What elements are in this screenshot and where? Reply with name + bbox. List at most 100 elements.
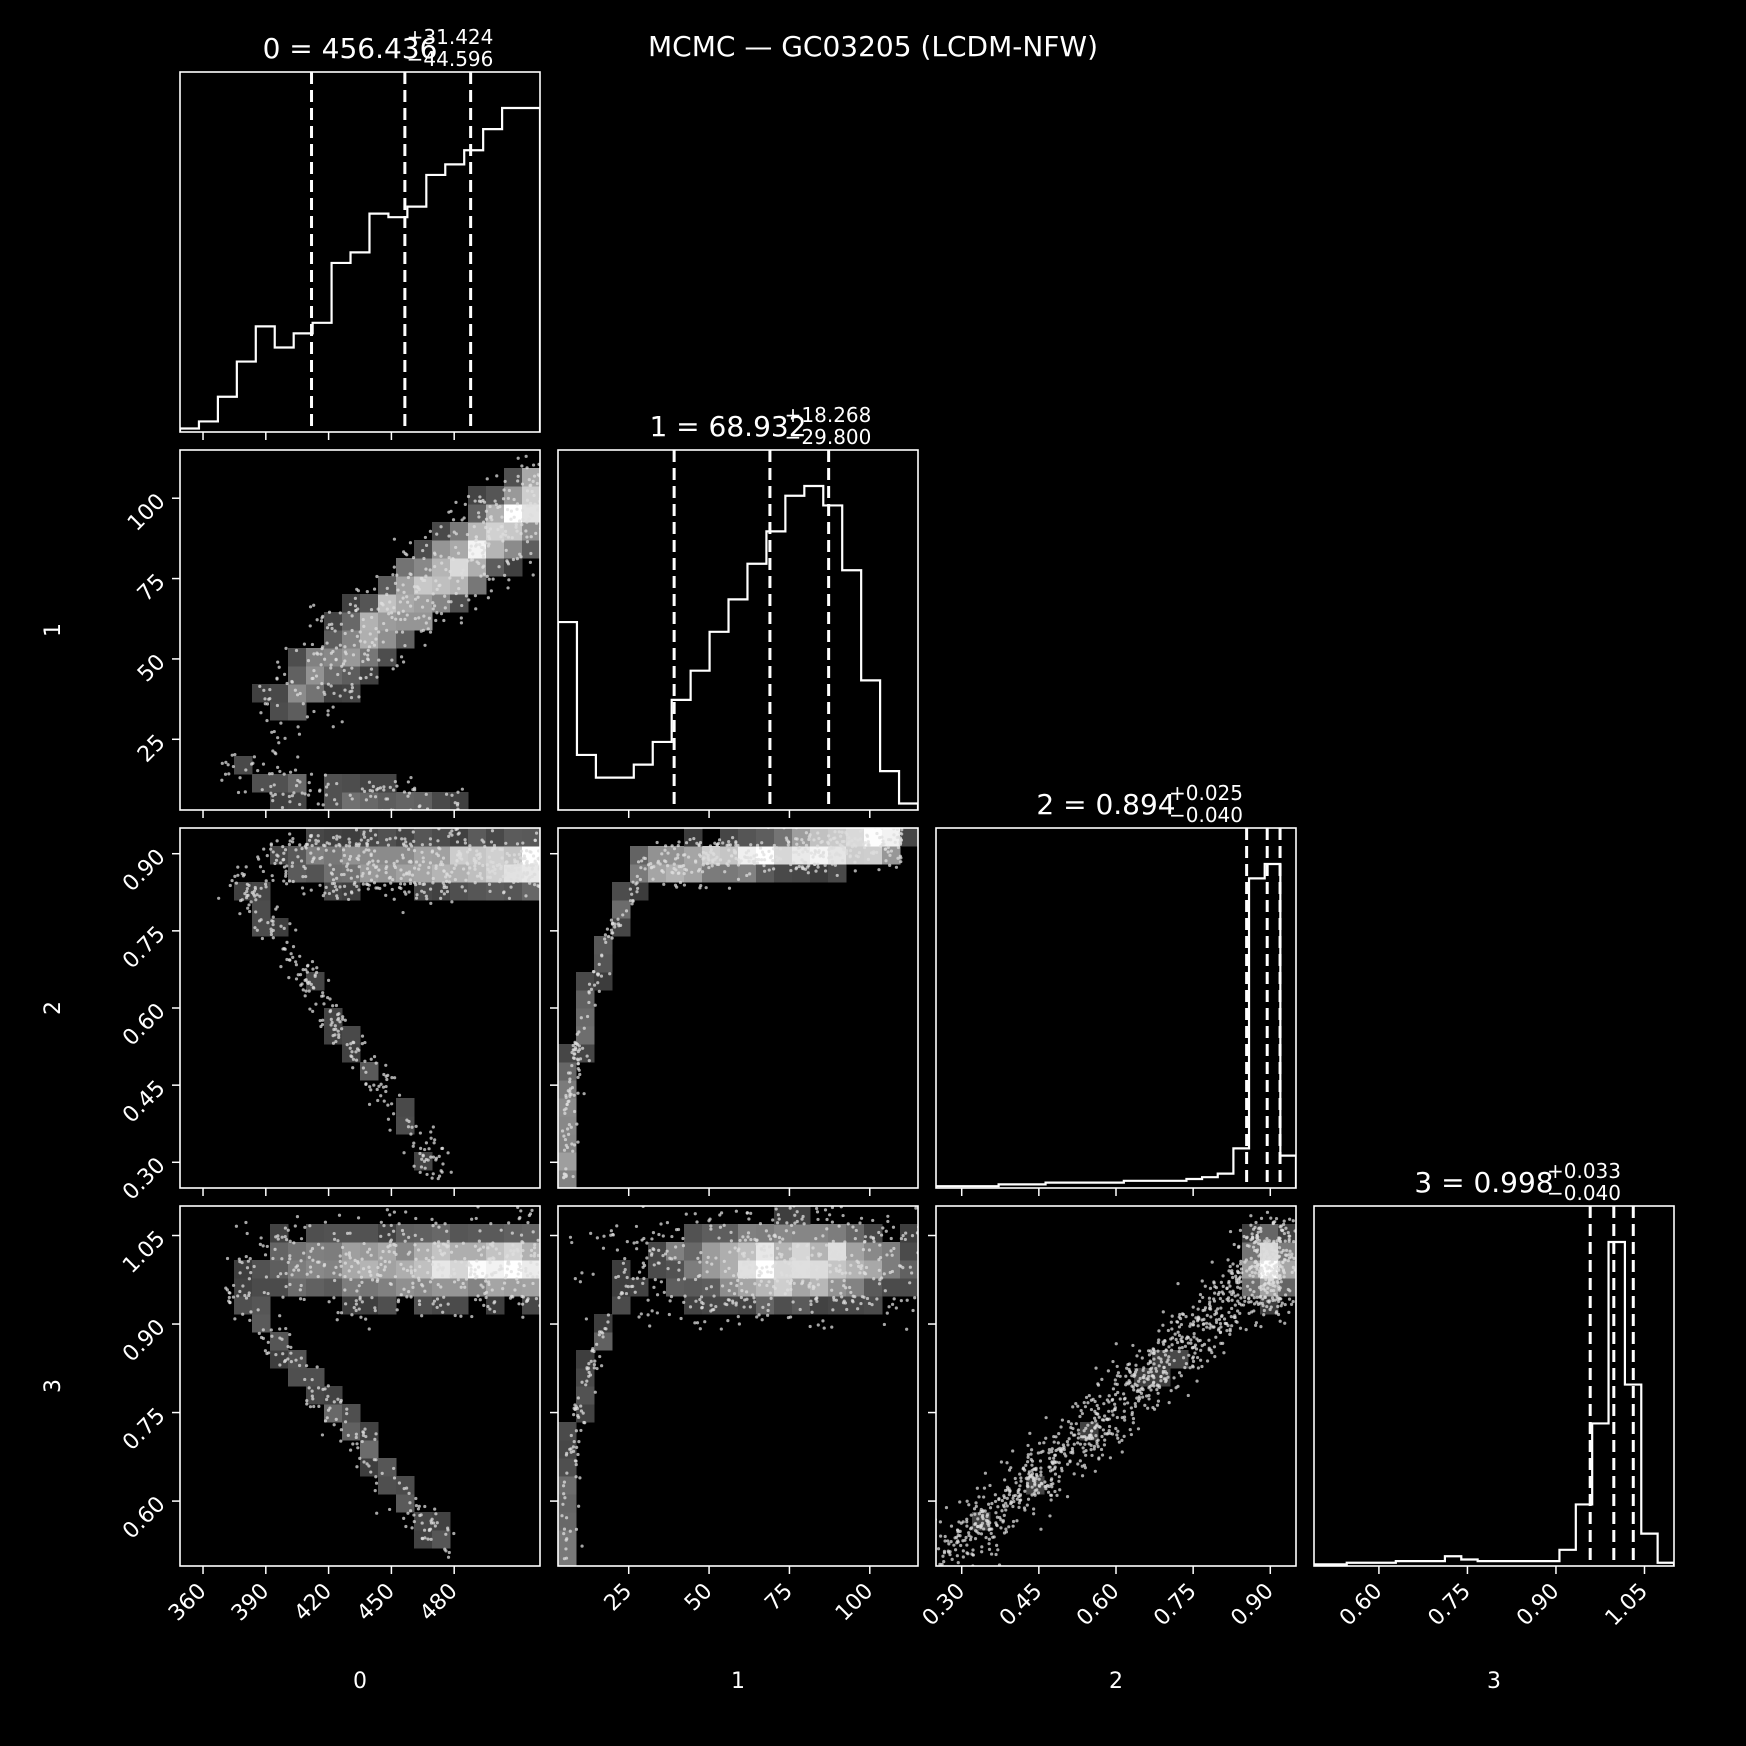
- sample-point: [958, 1500, 962, 1504]
- sample-point: [1221, 1299, 1225, 1303]
- sample-point: [507, 488, 511, 493]
- sample-point: [908, 1281, 912, 1285]
- param-lower-error-3: −0.040: [1547, 1181, 1621, 1205]
- sample-point: [350, 1313, 354, 1317]
- sample-point: [310, 1394, 314, 1398]
- sample-point: [1102, 1443, 1107, 1447]
- sample-point: [1214, 1320, 1219, 1324]
- sample-point: [752, 1300, 757, 1304]
- sample-point: [990, 1527, 994, 1531]
- sample-point: [1115, 1433, 1119, 1437]
- density-cell: [270, 1332, 289, 1351]
- sample-point: [862, 1270, 866, 1275]
- sample-point: [412, 1513, 416, 1517]
- sample-point: [459, 1285, 463, 1289]
- sample-point: [1288, 1249, 1292, 1253]
- sample-point: [1115, 1415, 1119, 1420]
- sample-point: [707, 1219, 711, 1223]
- sample-point: [329, 1017, 333, 1021]
- sample-point: [418, 881, 422, 886]
- sample-point: [729, 1281, 733, 1285]
- density-cell: [450, 792, 469, 810]
- density-cell: [270, 792, 289, 810]
- sample-point: [320, 647, 324, 651]
- sample-point: [524, 1266, 528, 1271]
- sample-point: [385, 586, 389, 590]
- sample-point: [646, 863, 651, 867]
- sample-point: [403, 1239, 407, 1243]
- sample-point: [344, 1302, 348, 1306]
- sample-point: [395, 1308, 399, 1312]
- sample-point: [1126, 1401, 1130, 1405]
- sample-point: [857, 851, 861, 855]
- sample-point: [1286, 1231, 1290, 1235]
- sample-point: [742, 1254, 746, 1258]
- sample-point: [362, 830, 366, 834]
- sample-point: [455, 803, 460, 807]
- sample-point: [390, 1102, 394, 1106]
- sample-point: [1174, 1337, 1178, 1342]
- density-cell: [666, 1278, 685, 1297]
- sample-point: [950, 1557, 954, 1562]
- sample-point: [1170, 1343, 1174, 1347]
- sample-point: [1219, 1280, 1223, 1284]
- sample-point: [328, 863, 332, 867]
- sample-point: [1249, 1300, 1253, 1304]
- sample-point: [406, 600, 410, 604]
- sample-point: [249, 1271, 253, 1275]
- sample-point: [385, 865, 389, 869]
- sample-point: [1117, 1440, 1121, 1444]
- sample-point: [464, 594, 469, 598]
- sample-point: [412, 881, 417, 885]
- density-cell: [504, 882, 523, 901]
- sample-point: [1230, 1292, 1234, 1297]
- sample-point: [1122, 1409, 1126, 1413]
- sample-point: [628, 887, 633, 891]
- sample-point: [877, 1282, 882, 1286]
- sample-point: [1287, 1310, 1291, 1314]
- sample-point: [288, 958, 292, 962]
- sample-point: [299, 859, 304, 863]
- sample-point: [415, 585, 419, 589]
- sample-point: [877, 1258, 881, 1262]
- sample-point: [359, 1275, 364, 1279]
- sample-point: [973, 1522, 978, 1526]
- sample-point: [408, 1501, 412, 1505]
- sample-point: [1169, 1320, 1173, 1324]
- sample-point: [475, 849, 479, 853]
- sample-point: [575, 1445, 579, 1449]
- sample-point: [354, 608, 358, 613]
- sample-point: [439, 1303, 443, 1307]
- sample-point: [1179, 1339, 1184, 1343]
- sample-point: [1228, 1229, 1233, 1234]
- sample-point: [1166, 1328, 1170, 1333]
- density-cell: [558, 1044, 577, 1063]
- sample-point: [1228, 1284, 1232, 1288]
- sample-point: [482, 520, 486, 524]
- sample-point: [276, 854, 280, 858]
- sample-point: [362, 850, 366, 854]
- sample-point: [1183, 1365, 1187, 1370]
- sample-point: [580, 1544, 584, 1548]
- sample-point: [374, 1458, 378, 1462]
- sample-point: [823, 869, 828, 873]
- sample-point: [432, 551, 437, 555]
- sample-point: [856, 1260, 861, 1265]
- sample-point: [443, 1222, 447, 1226]
- sample-point: [989, 1552, 994, 1556]
- sample-point: [977, 1512, 981, 1516]
- panel-frame: [557, 449, 919, 811]
- sample-point: [1133, 1382, 1137, 1386]
- density-cell: [378, 774, 397, 793]
- sample-point: [771, 1218, 775, 1222]
- sample-point: [824, 1269, 829, 1273]
- sample-point: [373, 849, 377, 853]
- sample-point: [1283, 1293, 1288, 1297]
- sample-point: [576, 1091, 580, 1095]
- sample-point: [814, 850, 818, 854]
- sample-point: [328, 997, 332, 1001]
- sample-point: [1141, 1368, 1145, 1372]
- sample-point: [454, 1244, 459, 1248]
- sample-point: [838, 853, 842, 857]
- sample-point: [1033, 1482, 1037, 1486]
